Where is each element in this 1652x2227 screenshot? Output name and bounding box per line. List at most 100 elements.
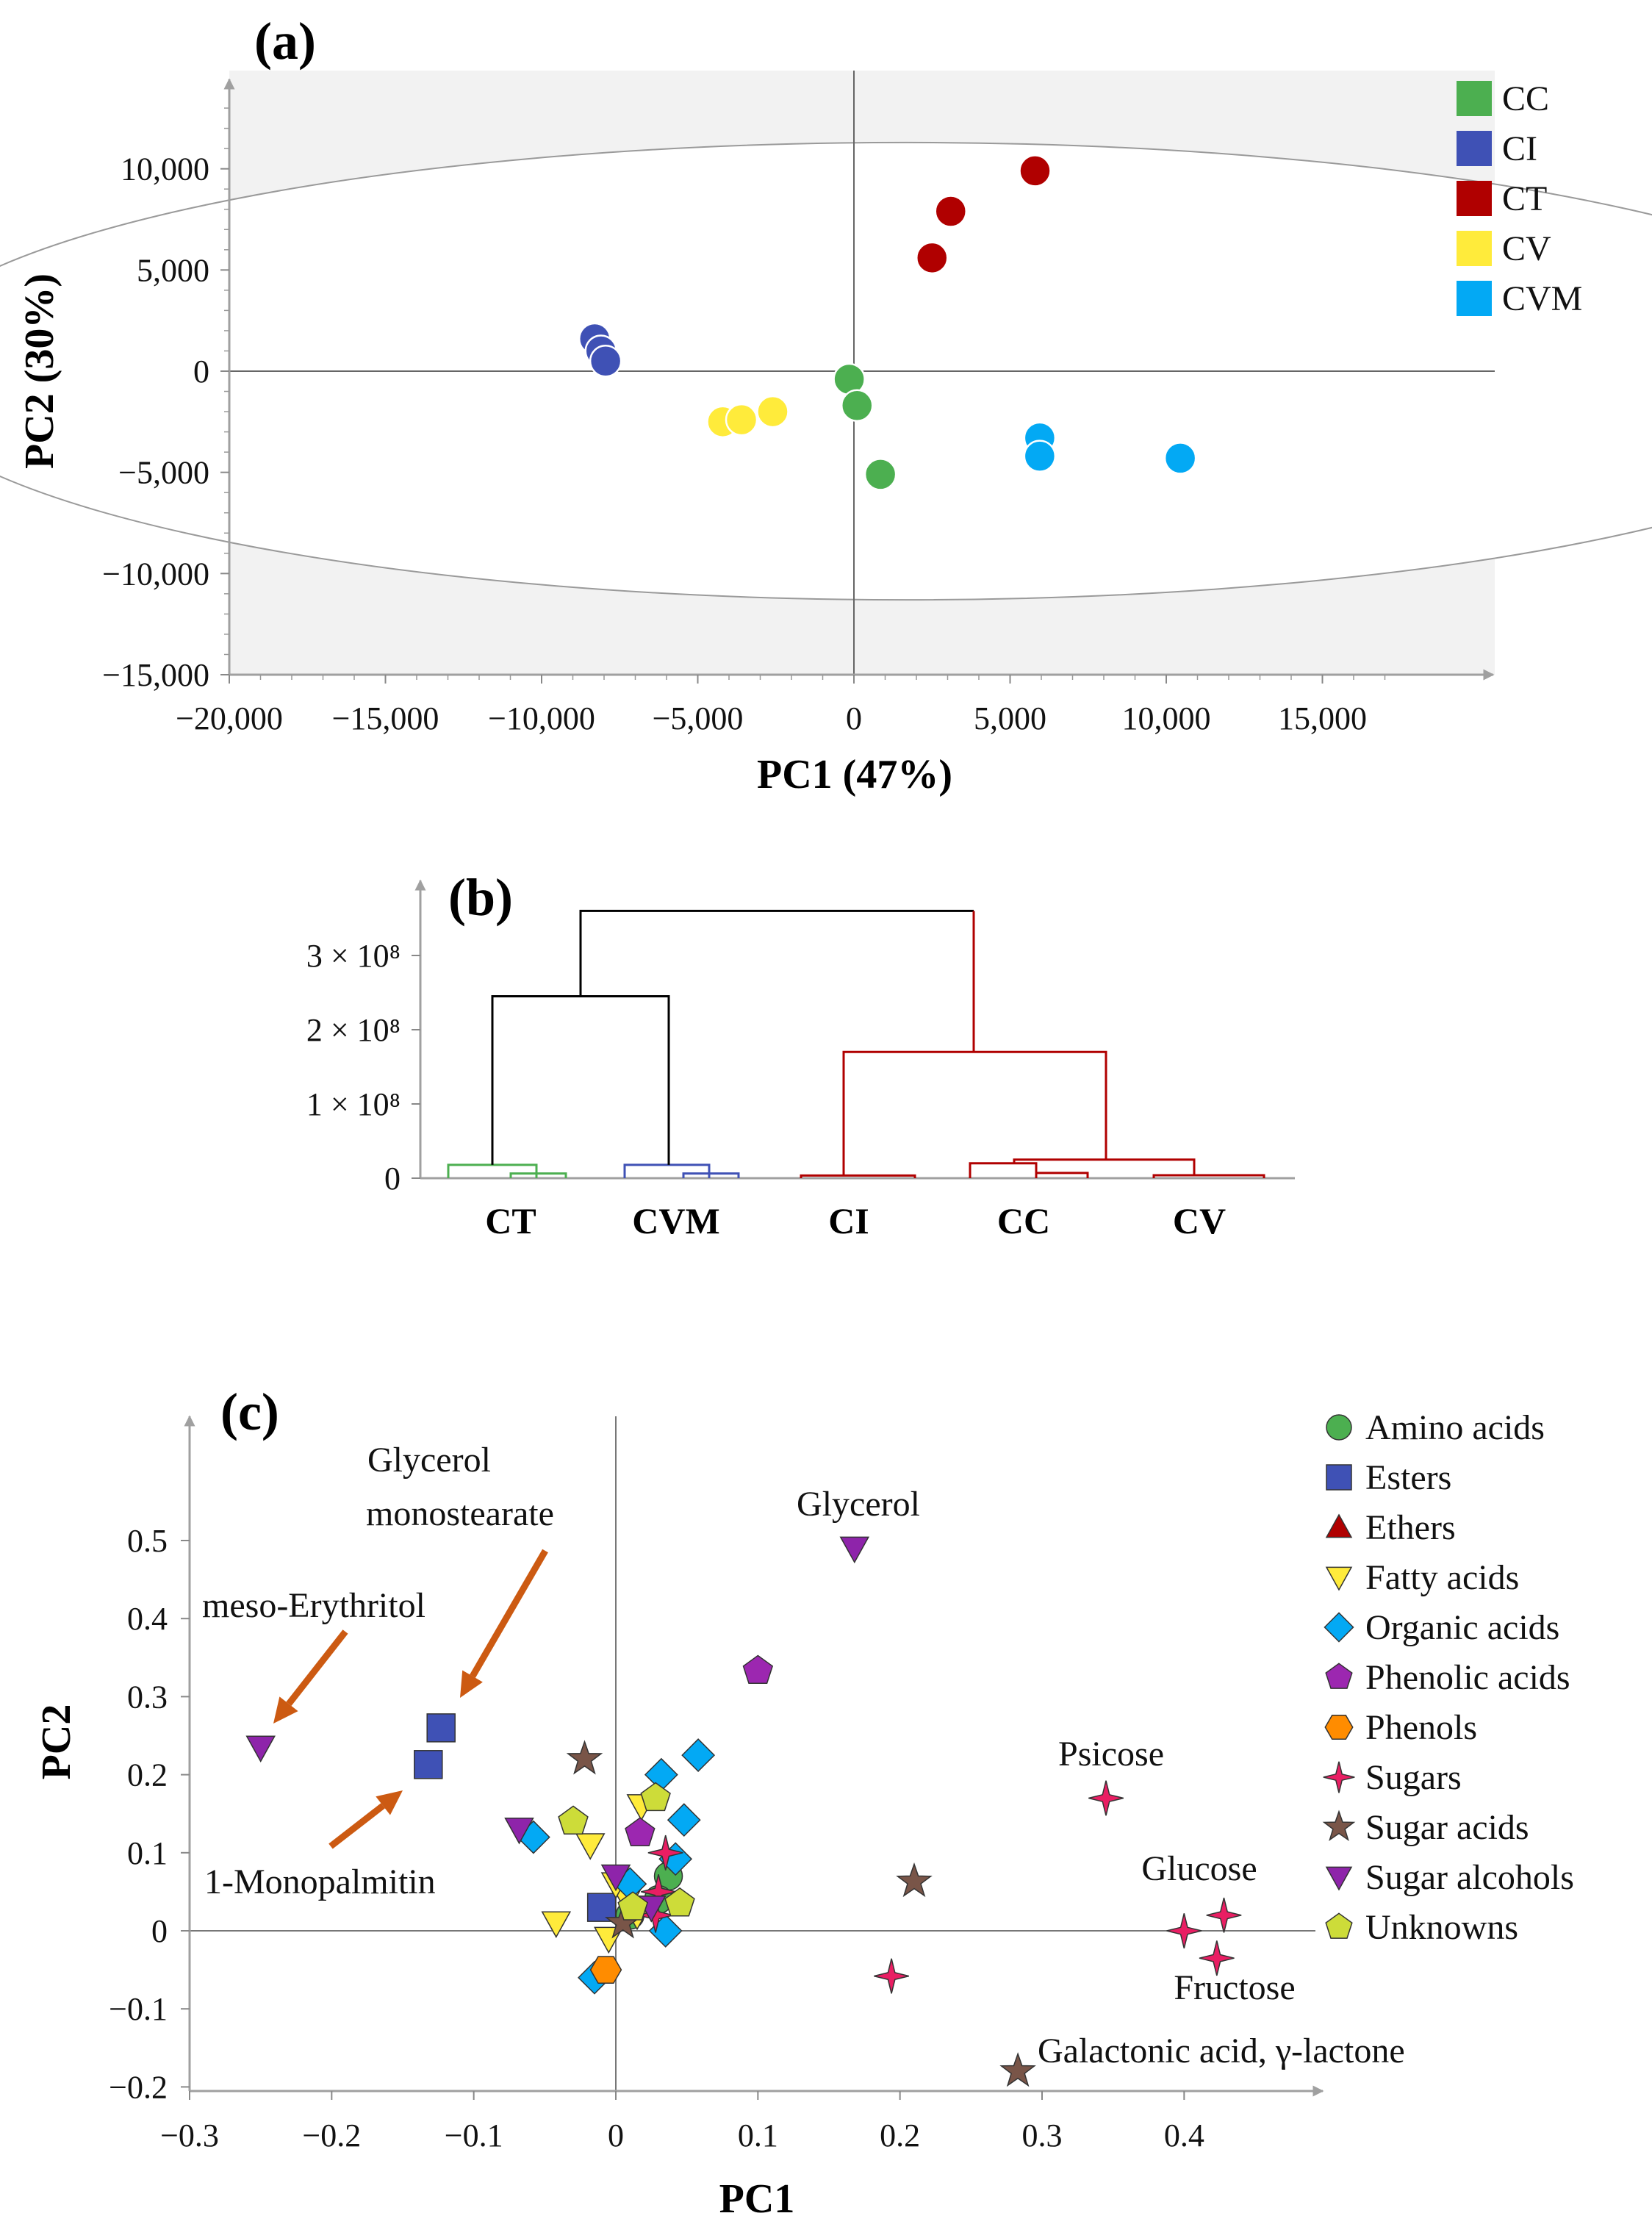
x-tick-label: −5,000 xyxy=(653,700,744,736)
point-sugar-alcohols xyxy=(600,1864,631,1892)
x-tick-label: 0 xyxy=(846,700,862,736)
dendro-link-ct-cvm xyxy=(491,995,670,1165)
point-unknowns xyxy=(558,1805,589,1835)
arrow-glycerol-monostearate-shaft xyxy=(470,1549,548,1678)
x-tick-label: −15,000 xyxy=(332,700,439,736)
y-tick-label: −0.2 xyxy=(109,2069,168,2105)
legend-label-phenols: Phenols xyxy=(1365,1708,1477,1747)
panel-a-ticks: −20,000 −15,000 −10,000 −5,000 0 5,000 10,000 1… xyxy=(102,107,1386,736)
dendro-link-cvm-a xyxy=(623,1163,711,1178)
panel-a-label: (a) xyxy=(254,12,316,71)
legend-swatch-ct xyxy=(1457,181,1492,216)
y-tick-label: −10,000 xyxy=(102,556,209,592)
x-tick-label: −0.1 xyxy=(445,2117,503,2154)
legend-marker-organic-acids xyxy=(1324,1612,1354,1643)
arrow-meso-erythritol-head xyxy=(273,1696,298,1724)
point-organic-acids xyxy=(644,1757,678,1792)
arrow-meso-erythritol-shaft xyxy=(286,1629,348,1707)
point-phenolic-acids xyxy=(742,1654,774,1685)
legend-label-cc: CC xyxy=(1502,79,1549,118)
legend-label-sugar-acids: Sugar acids xyxy=(1365,1808,1529,1847)
legend-label-cv: CV xyxy=(1502,229,1551,268)
y-tick-label: 10,000 xyxy=(121,151,209,187)
y-tick-label: 0 xyxy=(151,1913,168,1949)
arrow-glycerol-monostearate-head xyxy=(460,1670,483,1698)
legend-label-phenolic-acids: Phenolic acids xyxy=(1365,1658,1570,1697)
point-esters xyxy=(414,1750,443,1779)
legend-marker-esters xyxy=(1326,1464,1352,1491)
panel-a: (a) −20,000 −15,000 −10,000 −5,000 0 5,000 10,… xyxy=(0,12,1652,797)
x-tick-label: 0 xyxy=(608,2117,624,2154)
y-tick-label: 5,000 xyxy=(137,252,209,288)
panel-c-points xyxy=(245,1536,1242,2087)
point-sugar-acids xyxy=(566,1740,603,1775)
x-tick-label: 0.3 xyxy=(1022,2117,1063,2154)
x-tick-label: −0.2 xyxy=(302,2117,361,2154)
y-tick-label: −5,000 xyxy=(118,455,209,491)
point-ct xyxy=(1019,154,1052,187)
point-cc xyxy=(841,389,874,423)
panel-a-y-title: PC2 (30%) xyxy=(17,273,62,469)
x-tick-label: 10,000 xyxy=(1122,700,1211,736)
x-tick-label: 0.4 xyxy=(1164,2117,1204,2154)
annotation-glycerol: Glycerol xyxy=(797,1485,920,1524)
annotation-meso-erythritol: meso-Erythritol xyxy=(202,1586,425,1625)
point-sugars xyxy=(1166,1913,1202,1948)
panel-c-y-title: PC2 xyxy=(34,1704,79,1780)
point-fatty-acids xyxy=(541,1911,572,1938)
leaf-label-ci: CI xyxy=(828,1200,869,1241)
legend-label-sugar-alcohols: Sugar alcohols xyxy=(1365,1858,1574,1897)
point-sugar-alcohols xyxy=(839,1536,870,1564)
legend-marker-sugar-alcohols xyxy=(1325,1866,1353,1891)
x-tick-label: −0.3 xyxy=(160,2117,219,2154)
legend-marker-unknowns xyxy=(1325,1912,1353,1939)
x-tick-label: −20,000 xyxy=(176,700,283,736)
point-unknowns xyxy=(640,1782,671,1812)
dendro-link-cc-cv xyxy=(1013,1158,1196,1175)
legend-label-unknowns: Unknowns xyxy=(1365,1908,1518,1947)
panel-a-x-title: PC1 (47%) xyxy=(757,752,952,797)
legend-swatch-cv xyxy=(1457,231,1492,266)
y-tick-label: 1 × 10⁸ xyxy=(306,1086,401,1122)
point-unknowns xyxy=(617,1891,648,1921)
annotation-fructose: Fructose xyxy=(1174,1968,1295,2007)
y-tick-label: 3 × 10⁸ xyxy=(306,938,401,974)
point-cv xyxy=(756,395,789,428)
x-tick-label: 15,000 xyxy=(1278,700,1367,736)
annotation-1-monopalmitin: 1-Monopalmitin xyxy=(204,1862,436,1901)
panel-a-points xyxy=(578,154,1197,491)
legend-marker-sugars xyxy=(1323,1761,1355,1793)
leaf-label-cv: CV xyxy=(1173,1200,1226,1241)
y-tick-label: 0.4 xyxy=(127,1601,168,1637)
panel-a-legend: CC CI CT CV CVM xyxy=(1457,79,1582,318)
point-cvm xyxy=(1023,440,1057,473)
point-organic-acids xyxy=(667,1803,701,1837)
point-sugars xyxy=(1206,1897,1242,1933)
annotation-glucose: Glucose xyxy=(1141,1849,1257,1888)
legend-marker-phenolic-acids xyxy=(1325,1663,1353,1689)
legend-label-ct: CT xyxy=(1502,179,1547,218)
dendrogram-leaf-labels: CT CVM CI CC CV xyxy=(485,1200,1226,1241)
point-sugars xyxy=(1199,1940,1235,1976)
legend-label-amino-acids: Amino acids xyxy=(1365,1408,1545,1447)
point-sugar-acids xyxy=(999,2052,1036,2087)
y-tick-label: 0.2 xyxy=(127,1757,168,1793)
panel-b-label: (b) xyxy=(448,868,513,927)
panel-c-ticks: −0.3 −0.2 −0.1 0 0.1 0.2 0.3 0.4 −0.2 −0.1 0 0.1 0.2… xyxy=(109,1523,1204,2154)
y-tick-label: 0 xyxy=(384,1161,401,1197)
point-sugars xyxy=(874,1958,909,1994)
point-ct xyxy=(934,195,967,228)
leaf-label-ct: CT xyxy=(485,1200,536,1241)
panel-c-legend: Amino acids Esters Ethers Fatty acids Organi… xyxy=(1322,1408,1574,1947)
legend-swatch-ci xyxy=(1457,131,1492,166)
x-tick-label: −10,000 xyxy=(488,700,595,736)
y-tick-label: 0.5 xyxy=(127,1523,168,1559)
point-esters xyxy=(586,1893,617,1922)
point-sugar-acids xyxy=(896,1862,933,1898)
leaf-label-cvm: CVM xyxy=(632,1200,719,1241)
dendro-link-cv xyxy=(1152,1174,1265,1178)
panel-c: (c) −0.3 −0.2 −0.1 0 0.1 0.2 0.3 0.4 −0.2 −0.1 0 0.… xyxy=(34,1383,1574,2222)
dendrogram xyxy=(447,909,1265,1178)
dendro-link-cvm-b xyxy=(682,1172,740,1178)
point-ct xyxy=(916,241,949,275)
